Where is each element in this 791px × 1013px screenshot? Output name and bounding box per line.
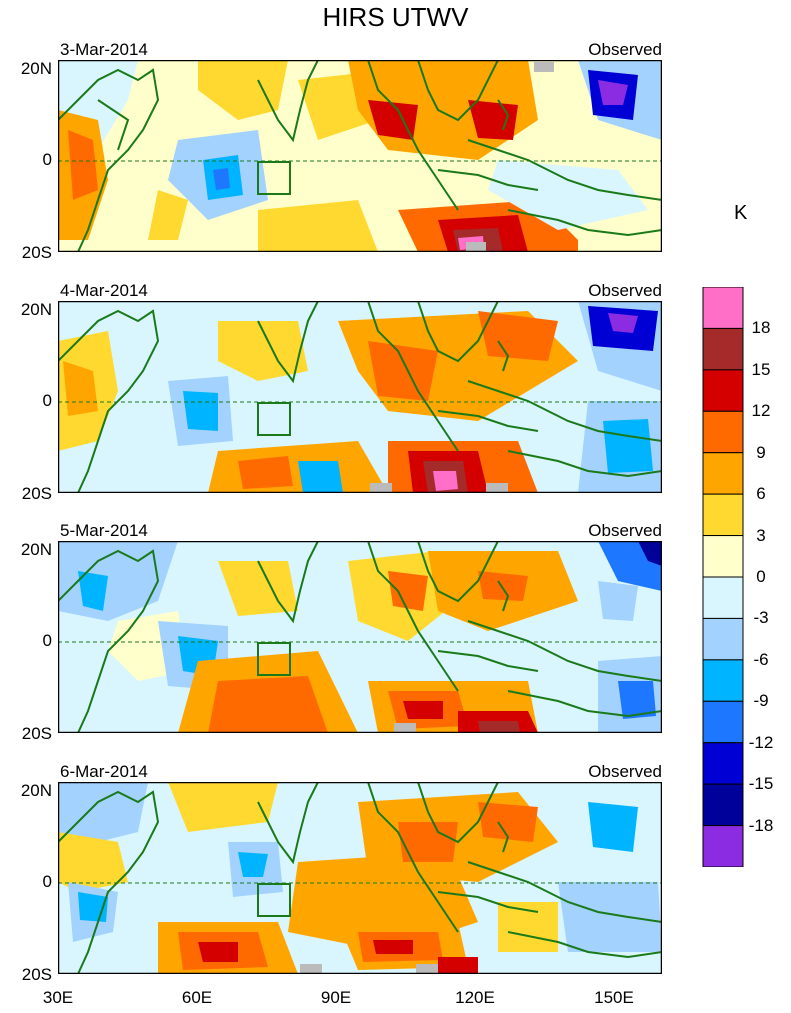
- lat-label-0: 0: [42, 391, 52, 410]
- panel-date: 3-Mar-2014: [60, 40, 148, 59]
- panel-date: 5-Mar-2014: [60, 521, 148, 540]
- colorbar-swatch: [702, 287, 744, 329]
- panel-date: 4-Mar-2014: [60, 281, 148, 300]
- anomaly-map: [58, 60, 662, 252]
- colorbar-swatch: [702, 783, 744, 827]
- colorbar-tick-label: -18: [748, 815, 774, 835]
- anomaly-map: [58, 541, 662, 733]
- panel-label: Observed: [588, 762, 662, 781]
- lat-label-20n: 20N: [20, 540, 52, 559]
- lat-label-20n: 20N: [20, 781, 52, 800]
- colorbar-tick-label: 0: [756, 567, 766, 586]
- colorbar-swatch: [702, 452, 744, 495]
- lat-label-20s: 20S: [21, 484, 52, 503]
- colorbar-swatch: [702, 410, 744, 454]
- colorbar-unit: K: [734, 202, 748, 224]
- colorbar-swatch: [702, 617, 744, 661]
- anomaly-map: [58, 782, 662, 974]
- lat-label-20n: 20N: [20, 300, 52, 319]
- lat-label-20s: 20S: [21, 965, 52, 984]
- lat-label-20s: 20S: [21, 724, 52, 743]
- colorbar-tick-label: 15: [751, 359, 771, 379]
- lon-label-30e: 30E: [42, 988, 74, 1007]
- colorbar-tick-label: -15: [748, 774, 774, 794]
- colorbar-tick-label: 18: [751, 318, 771, 338]
- panel-label: Observed: [588, 281, 662, 300]
- map-panel-4: 6-Mar-2014 Observed 20N 0 20S: [0, 762, 700, 992]
- colorbar-tick-label: -12: [748, 732, 774, 752]
- anomaly-map: [58, 301, 662, 493]
- map-panel-1: 3-Mar-2014 Observed 20N 0 20S: [0, 40, 700, 270]
- colorbar-tick-label: 12: [751, 401, 771, 421]
- panel-label: Observed: [588, 40, 662, 59]
- lon-label-150e: 150E: [594, 988, 634, 1007]
- lon-label-120e: 120E: [455, 988, 495, 1007]
- panel-label: Observed: [588, 521, 662, 540]
- panel-date: 6-Mar-2014: [60, 762, 148, 781]
- lat-label-20n: 20N: [20, 59, 52, 78]
- map-panel-2: 4-Mar-2014 Observed 20N 0 20S: [0, 281, 700, 511]
- colorbar-tick-label: -3: [753, 608, 769, 628]
- colorbar-tick-label: 3: [756, 525, 766, 545]
- colorbar-swatch: [702, 825, 744, 867]
- lon-label-90e: 90E: [320, 988, 352, 1007]
- map-panel-3: 5-Mar-2014 Observed 20N 0 20S: [0, 521, 700, 751]
- colorbar-tick-label: 9: [756, 442, 766, 462]
- figure-title: HIRS UTWV: [322, 2, 469, 32]
- lon-label-60e: 60E: [181, 988, 213, 1007]
- colorbar-tick-label: -6: [753, 649, 769, 669]
- colorbar-tick-label: -9: [753, 691, 769, 711]
- colorbar-tick-label: 6: [756, 484, 766, 504]
- lat-label-0: 0: [42, 150, 52, 169]
- lat-label-0: 0: [42, 872, 52, 891]
- colorbar: [702, 287, 744, 867]
- lat-label-20s: 20S: [21, 243, 52, 262]
- colorbar-swatch: [702, 493, 744, 537]
- lat-label-0: 0: [42, 631, 52, 650]
- colorbar-swatch: [702, 535, 744, 578]
